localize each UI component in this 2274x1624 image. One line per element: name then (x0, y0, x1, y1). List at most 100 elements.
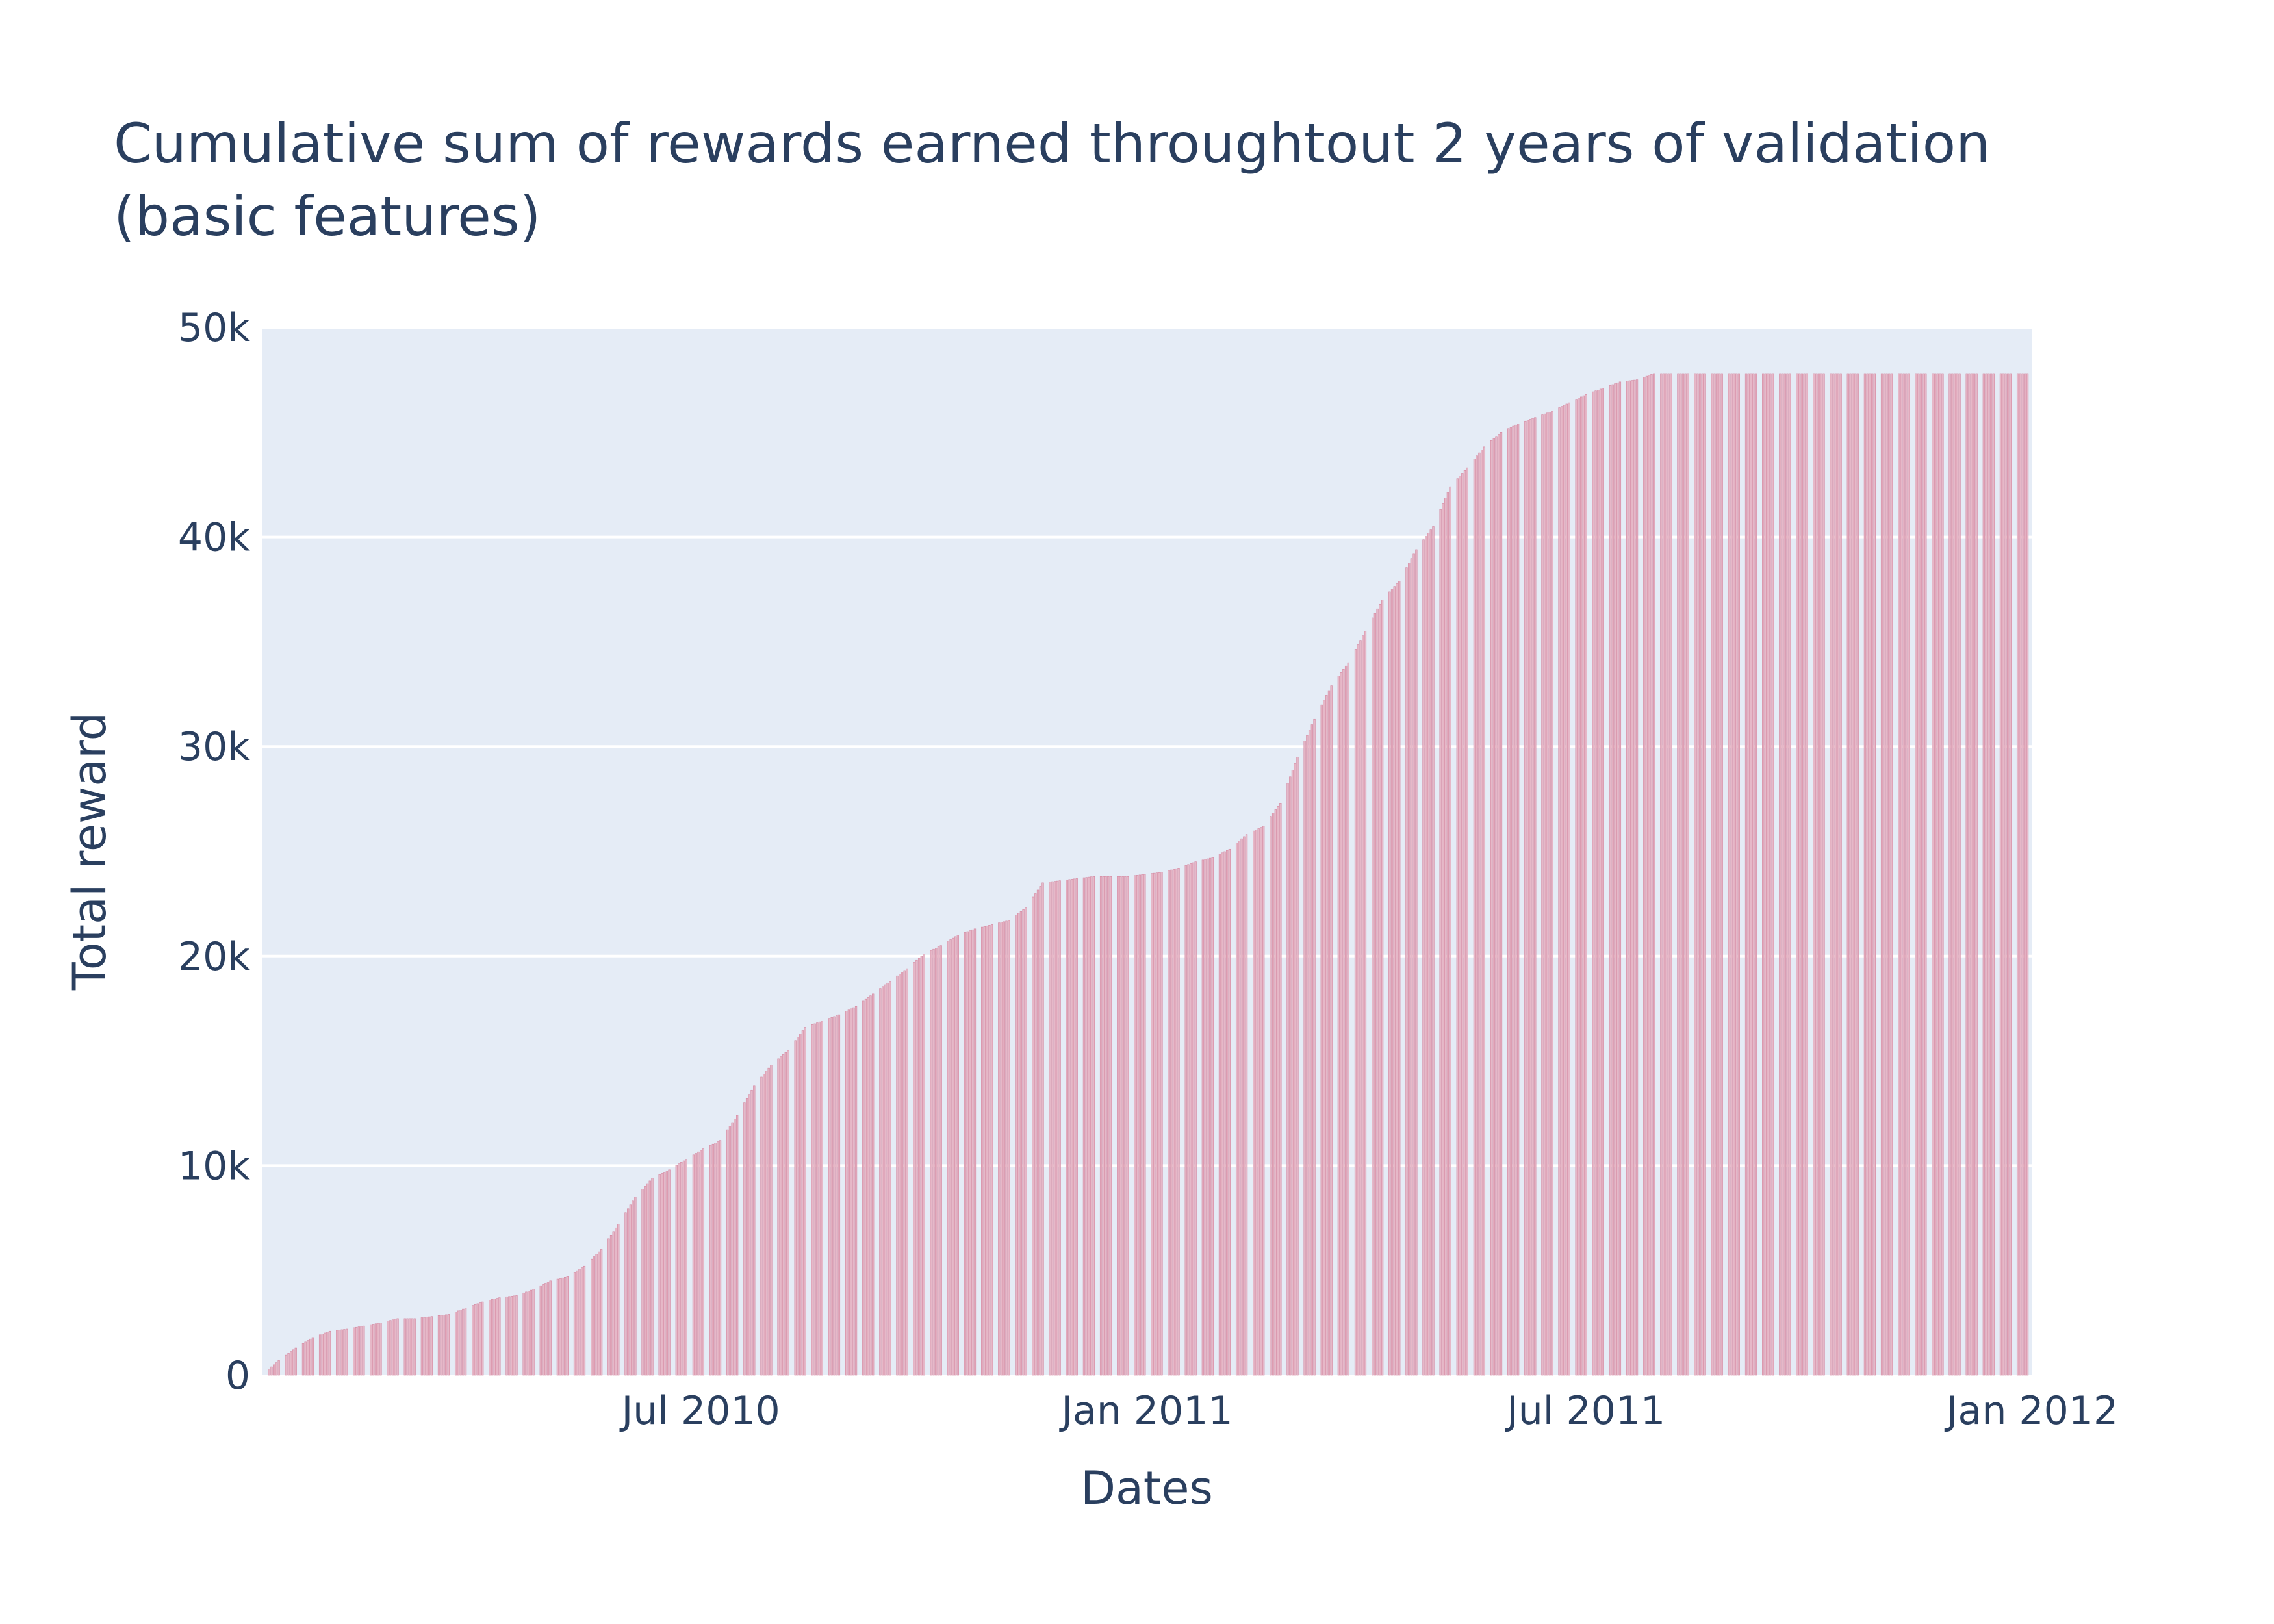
bar-405 (1635, 379, 1639, 1376)
bar-334 (1396, 583, 1398, 1376)
bar-13 (307, 1340, 309, 1376)
bar-515 (2009, 373, 2012, 1376)
bar-186 (896, 975, 899, 1376)
bar-235 (1058, 880, 1061, 1376)
bar-5 (277, 1360, 280, 1376)
bar-116 (658, 1174, 661, 1376)
bar-133 (714, 1143, 717, 1376)
bar-508 (1987, 373, 1990, 1376)
bar-330 (1381, 600, 1384, 1376)
bar-22 (338, 1330, 341, 1376)
bar-343 (1427, 533, 1430, 1376)
bar-203 (952, 937, 954, 1376)
bar-332 (1390, 589, 1394, 1376)
bar-368 (1512, 425, 1514, 1376)
bar-510 (1992, 373, 1995, 1376)
bar-335 (1398, 581, 1401, 1376)
bar-52 (440, 1315, 442, 1376)
bar-155 (787, 1050, 789, 1376)
bar-307 (1306, 735, 1309, 1376)
bar-127 (695, 1153, 697, 1376)
bar-2 (270, 1366, 273, 1376)
bar-56 (454, 1311, 457, 1376)
bar-328 (1376, 608, 1379, 1376)
bar-485 (1907, 373, 1910, 1376)
bar-470 (1856, 373, 1859, 1376)
bar-324 (1362, 635, 1364, 1376)
bar-134 (717, 1141, 719, 1376)
bar-409 (1650, 374, 1653, 1376)
bar-234 (1056, 880, 1059, 1376)
bar-77 (525, 1291, 528, 1376)
bar-503 (1971, 373, 1973, 1376)
bar-19 (326, 1332, 329, 1376)
bar-292 (1255, 830, 1258, 1376)
bar-310 (1313, 718, 1316, 1376)
bar-181 (879, 988, 882, 1376)
bar-399 (1616, 382, 1619, 1376)
bar-7 (287, 1353, 290, 1376)
bar-209 (971, 929, 974, 1376)
bar-453 (1800, 373, 1804, 1376)
bar-75 (515, 1295, 518, 1376)
bar-85 (549, 1280, 552, 1376)
bar-143 (748, 1094, 750, 1376)
bar-490 (1924, 373, 1927, 1376)
bar-104 (615, 1227, 617, 1376)
bar-352 (1459, 476, 1461, 1376)
bar-375 (1534, 417, 1537, 1376)
bar-357 (1476, 455, 1478, 1376)
bar-53 (442, 1315, 445, 1376)
bar-388 (1580, 396, 1583, 1376)
bar-319 (1344, 665, 1348, 1376)
bar-274 (1192, 862, 1195, 1376)
bar-362 (1492, 438, 1495, 1376)
bar-102 (609, 1235, 613, 1376)
bar-117 (661, 1173, 663, 1376)
bar-346 (1439, 509, 1442, 1376)
bar-425 (1704, 373, 1706, 1376)
bar-514 (2007, 373, 2010, 1376)
bar-30 (363, 1325, 365, 1376)
bar-261 (1151, 873, 1153, 1376)
bar-415 (1670, 373, 1672, 1376)
bar-114 (648, 1180, 651, 1376)
bar-367 (1509, 427, 1513, 1376)
bar-222 (1017, 913, 1020, 1376)
bar-146 (760, 1076, 763, 1376)
bar-437 (1747, 373, 1750, 1376)
bar-123 (680, 1162, 683, 1376)
bar-432 (1730, 373, 1733, 1376)
bar-371 (1524, 420, 1527, 1376)
bar-237 (1068, 879, 1071, 1376)
bar-487 (1917, 373, 1920, 1376)
bar-302 (1289, 776, 1292, 1376)
bar-400 (1618, 381, 1622, 1376)
bar-394 (1599, 388, 1602, 1376)
bar-198 (935, 948, 938, 1376)
bar-196 (930, 950, 932, 1376)
bar-505 (1975, 373, 1978, 1376)
bar-433 (1733, 373, 1735, 1376)
bar-438 (1750, 373, 1752, 1376)
bar-467 (1849, 373, 1852, 1376)
bar-262 (1153, 872, 1156, 1376)
bar-64 (479, 1302, 481, 1376)
bar-3 (273, 1364, 275, 1376)
bar-269 (1175, 868, 1177, 1376)
bar-145 (753, 1085, 756, 1376)
bar-141 (743, 1102, 746, 1376)
bar-121 (675, 1165, 678, 1376)
bar-14 (309, 1338, 312, 1376)
bar-442 (1764, 373, 1767, 1376)
bar-18 (324, 1332, 326, 1376)
bar-311 (1320, 704, 1323, 1376)
bar-256 (1134, 875, 1136, 1376)
bar-418 (1681, 373, 1685, 1376)
bar-389 (1582, 395, 1585, 1376)
bar-249 (1107, 876, 1110, 1376)
bar-218 (1003, 921, 1005, 1376)
bar-88 (561, 1277, 564, 1376)
bar-402 (1628, 380, 1631, 1376)
bar-50 (430, 1316, 433, 1376)
